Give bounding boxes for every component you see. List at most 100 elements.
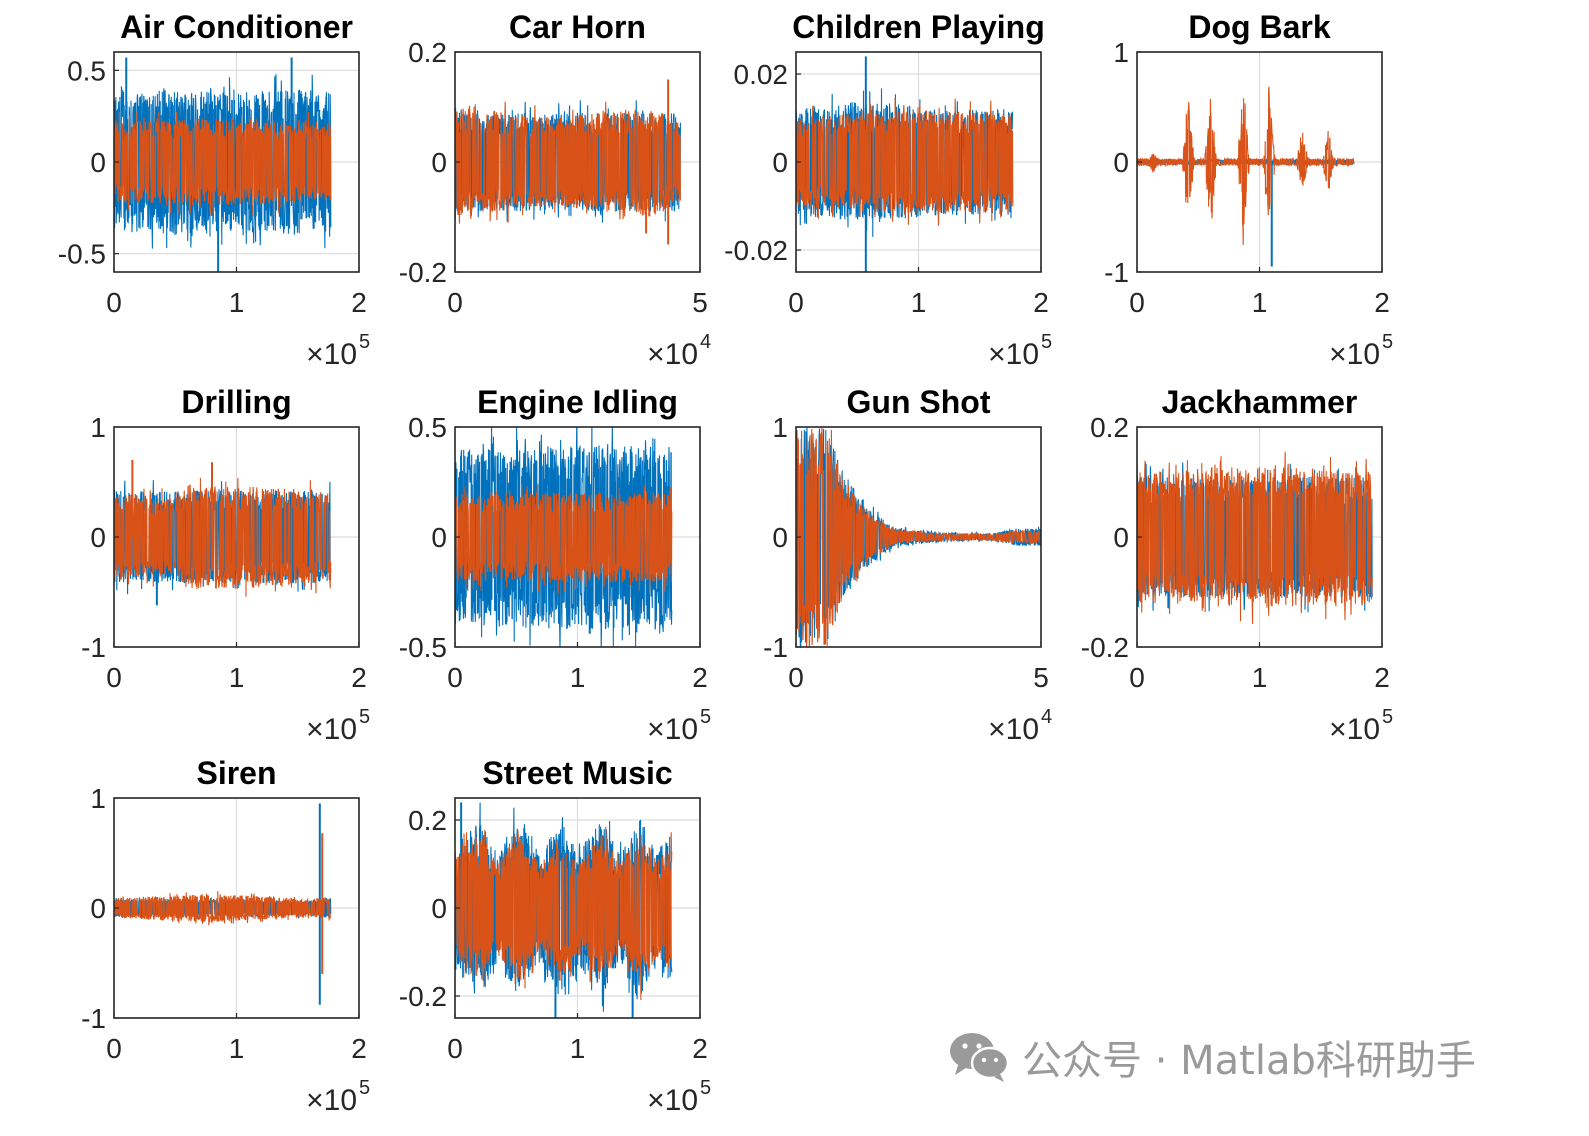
x-exponent-label: ×10 bbox=[306, 713, 357, 746]
y-tick-label: 1 bbox=[90, 783, 106, 814]
x-exponent-label: ×10 bbox=[647, 713, 698, 746]
y-tick-label: 0 bbox=[90, 522, 106, 553]
y-tick-label: 0.5 bbox=[408, 412, 447, 443]
x-tick-label: 1 bbox=[570, 662, 586, 693]
x-tick-label: 1 bbox=[1252, 287, 1268, 318]
y-tick-label: -0.2 bbox=[399, 981, 447, 1012]
y-tick-label: 0 bbox=[431, 893, 447, 924]
x-tick-label: 0 bbox=[788, 662, 804, 693]
x-exponent-label: ×10 bbox=[647, 1084, 698, 1117]
subplot-title: Street Music bbox=[482, 755, 672, 791]
series-2-line bbox=[796, 98, 1014, 226]
x-tick-label: 1 bbox=[570, 1033, 586, 1064]
subplot-title: Engine Idling bbox=[477, 384, 678, 420]
x-tick-label: 0 bbox=[1129, 662, 1145, 693]
x-exponent-power: 4 bbox=[1041, 706, 1052, 728]
y-tick-label: 1 bbox=[1113, 37, 1129, 68]
y-tick-label: -1 bbox=[763, 632, 788, 663]
subplot-title: Gun Shot bbox=[847, 384, 991, 420]
series-2-line bbox=[1137, 86, 1355, 245]
series-2-line bbox=[455, 101, 681, 224]
y-tick-label: 0 bbox=[1113, 522, 1129, 553]
x-tick-label: 1 bbox=[1252, 662, 1268, 693]
series-2-line bbox=[114, 111, 332, 217]
y-tick-label: 0 bbox=[431, 147, 447, 178]
x-exponent-power: 5 bbox=[1382, 706, 1393, 728]
subplot-title: Dog Bark bbox=[1188, 9, 1330, 45]
y-tick-label: 0 bbox=[772, 522, 788, 553]
y-tick-label: 0.2 bbox=[1090, 412, 1129, 443]
x-tick-label: 0 bbox=[447, 287, 463, 318]
x-exponent-label: ×10 bbox=[988, 338, 1039, 371]
y-tick-label: 0 bbox=[1113, 147, 1129, 178]
subplot-title: Air Conditioner bbox=[120, 9, 353, 45]
x-exponent-power: 5 bbox=[1382, 331, 1393, 353]
wechat-icon bbox=[950, 1033, 1010, 1082]
x-exponent-label: ×10 bbox=[1329, 713, 1380, 746]
x-tick-label: 2 bbox=[351, 1033, 367, 1064]
subplot-title: Car Horn bbox=[509, 9, 646, 45]
x-tick-label: 1 bbox=[229, 662, 245, 693]
x-exponent-label: ×10 bbox=[306, 1084, 357, 1117]
subplot-title: Children Playing bbox=[792, 9, 1044, 45]
x-tick-label: 2 bbox=[1374, 287, 1390, 318]
series-1-line bbox=[114, 74, 332, 249]
x-tick-label: 0 bbox=[447, 662, 463, 693]
x-exponent-label: ×10 bbox=[647, 338, 698, 371]
y-tick-label: 0.5 bbox=[67, 55, 106, 86]
y-tick-label: -0.02 bbox=[724, 235, 788, 266]
y-tick-label: 0.2 bbox=[408, 805, 447, 836]
watermark-text: 公众号 · Matlab科研助手 bbox=[1022, 1038, 1476, 1084]
x-exponent-label: ×10 bbox=[306, 338, 357, 371]
series-2-line bbox=[114, 477, 332, 597]
x-tick-label: 2 bbox=[692, 662, 708, 693]
x-tick-label: 1 bbox=[229, 1033, 245, 1064]
x-tick-label: 0 bbox=[447, 1033, 463, 1064]
x-tick-label: 2 bbox=[1033, 287, 1049, 318]
y-tick-label: -0.2 bbox=[1081, 632, 1129, 663]
y-tick-label: 0.02 bbox=[734, 59, 789, 90]
x-exponent-power: 5 bbox=[359, 331, 370, 353]
x-exponent-power: 4 bbox=[700, 331, 711, 353]
x-tick-label: 2 bbox=[351, 662, 367, 693]
x-tick-label: 1 bbox=[911, 287, 927, 318]
x-tick-label: 2 bbox=[692, 1033, 708, 1064]
y-tick-label: -1 bbox=[1104, 257, 1129, 288]
y-tick-label: 1 bbox=[90, 412, 106, 443]
x-exponent-power: 5 bbox=[1041, 331, 1052, 353]
y-tick-label: 1 bbox=[772, 412, 788, 443]
x-tick-label: 5 bbox=[1033, 662, 1049, 693]
x-tick-label: 0 bbox=[106, 287, 122, 318]
y-tick-label: 0 bbox=[772, 147, 788, 178]
x-exponent-power: 5 bbox=[700, 1077, 711, 1099]
series-2-line bbox=[1137, 451, 1373, 624]
x-tick-label: 0 bbox=[1129, 287, 1145, 318]
series-2-line bbox=[114, 891, 332, 926]
y-tick-label: 0 bbox=[431, 522, 447, 553]
x-exponent-power: 5 bbox=[700, 706, 711, 728]
y-tick-label: -1 bbox=[81, 1003, 106, 1034]
y-tick-label: -0.5 bbox=[58, 239, 106, 270]
x-tick-label: 0 bbox=[106, 662, 122, 693]
x-tick-label: 1 bbox=[229, 287, 245, 318]
x-tick-label: 2 bbox=[351, 287, 367, 318]
x-tick-label: 5 bbox=[692, 287, 708, 318]
x-tick-label: 2 bbox=[1374, 662, 1390, 693]
y-tick-label: 0.2 bbox=[408, 37, 447, 68]
y-tick-label: -0.2 bbox=[399, 257, 447, 288]
series-2-line bbox=[455, 826, 673, 1001]
x-tick-label: 0 bbox=[106, 1033, 122, 1064]
subplot-title: Drilling bbox=[181, 384, 291, 420]
x-exponent-label: ×10 bbox=[988, 713, 1039, 746]
x-exponent-power: 5 bbox=[359, 706, 370, 728]
